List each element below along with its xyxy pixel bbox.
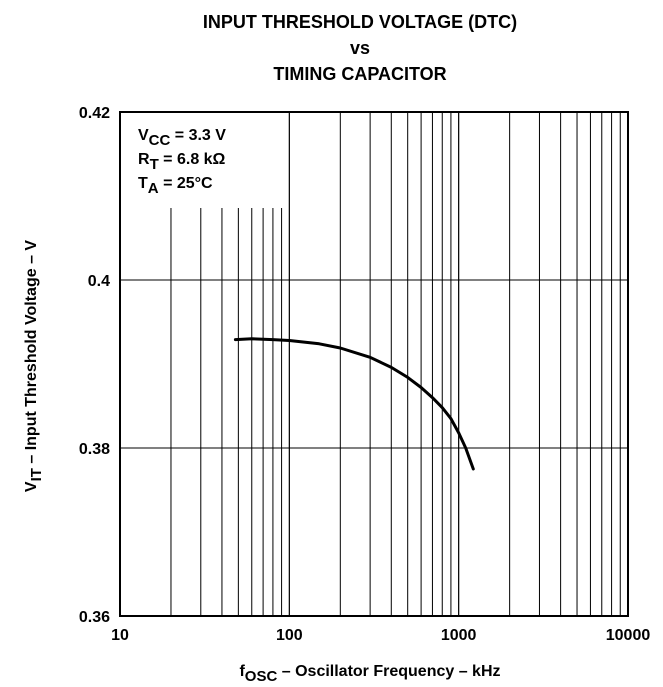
condition-main: R <box>138 151 150 168</box>
title-line-3: TIMING CAPACITOR <box>273 64 446 84</box>
data-series <box>233 337 475 471</box>
title-line-2: vs <box>350 38 370 58</box>
x-axis-label-rest: – Oscillator Frequency – kHz <box>277 663 500 680</box>
plot-frame <box>119 111 629 617</box>
x-tick-label: 100 <box>276 627 303 644</box>
y-tick-label: 0.36 <box>79 609 110 626</box>
condition-sub: T <box>150 156 159 173</box>
y-axis-label-rest: – Input Threshold Voltage – V <box>23 240 40 469</box>
y-tick-label: 0.38 <box>79 441 110 458</box>
condition-main: T <box>138 175 148 192</box>
y-axis-label: VIT – Input Threshold Voltage – V <box>23 240 45 493</box>
x-tick-label: 1000 <box>441 627 477 644</box>
condition-rest: = 25°C <box>159 175 213 192</box>
condition-sub: CC <box>149 132 171 149</box>
condition-label: RT = 6.8 kΩ <box>138 151 226 173</box>
condition-main: V <box>138 127 149 144</box>
condition-rest: = 3.3 V <box>170 127 226 144</box>
y-tick-label: 0.4 <box>88 273 110 290</box>
x-axis-label-main: f <box>239 663 245 680</box>
x-tick-label: 10000 <box>606 627 651 644</box>
condition-sub: A <box>148 180 159 197</box>
y-axis-label-sub: IT <box>28 468 45 481</box>
condition-rest: = 6.8 kΩ <box>159 151 226 168</box>
y-axis-label-main: V <box>23 481 40 492</box>
x-axis-label: fOSC – Oscillator Frequency – kHz <box>239 663 500 685</box>
title-line-1: INPUT THRESHOLD VOLTAGE (DTC) <box>203 12 517 32</box>
tick-labels: 0.36 0.38 0.4 0.42 10 100 1000 10000 <box>79 105 650 644</box>
series-line <box>233 337 475 471</box>
x-tick-label: 10 <box>111 627 129 644</box>
condition-label: VCC = 3.3 V <box>138 127 226 149</box>
y-tick-label: 0.42 <box>79 105 110 122</box>
x-axis-label-sub: OSC <box>245 668 278 685</box>
condition-label: TA = 25°C <box>138 175 213 197</box>
chart-title: INPUT THRESHOLD VOLTAGE (DTC) vs TIMING … <box>203 12 517 84</box>
grid-lines <box>120 112 628 616</box>
